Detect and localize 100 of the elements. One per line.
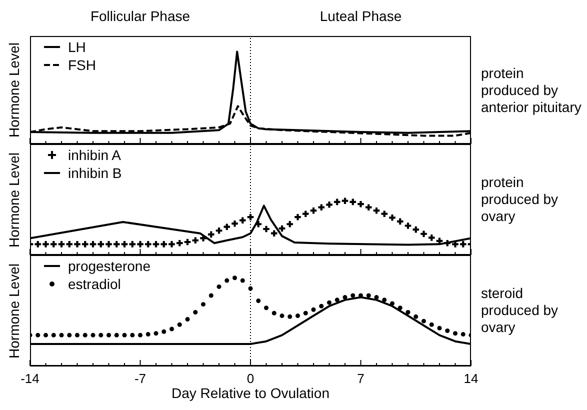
point <box>74 241 80 248</box>
point <box>216 284 222 289</box>
point <box>272 310 276 316</box>
point <box>398 306 402 310</box>
point <box>232 220 238 227</box>
text: steroid produced by ovary <box>481 285 558 336</box>
point <box>42 241 49 248</box>
legend-label: LH <box>68 38 86 56</box>
point <box>59 332 64 338</box>
point <box>224 224 230 230</box>
point <box>36 332 40 338</box>
point <box>106 332 112 338</box>
point <box>421 318 426 324</box>
point <box>177 322 182 327</box>
point <box>66 241 73 248</box>
point <box>247 214 254 220</box>
point <box>160 241 168 248</box>
point <box>382 298 387 302</box>
text: Luteal Phase <box>320 8 402 24</box>
point <box>200 302 206 307</box>
y-axis-title: Hormone Level <box>6 42 22 138</box>
point <box>90 332 96 338</box>
y-axis-title: Hormone Level <box>6 263 22 358</box>
point <box>460 332 466 337</box>
point <box>168 241 175 248</box>
point <box>445 328 450 334</box>
point <box>270 230 278 236</box>
point <box>184 238 191 246</box>
point <box>365 204 372 210</box>
point <box>256 298 261 304</box>
point <box>373 207 380 214</box>
point <box>122 332 127 338</box>
point <box>138 332 143 338</box>
point <box>406 310 410 315</box>
point <box>255 220 262 228</box>
text: protein produced by anterior pituitary <box>481 64 582 116</box>
point <box>121 241 128 248</box>
point <box>326 300 332 305</box>
point <box>412 226 420 233</box>
point <box>98 332 104 338</box>
point <box>318 204 325 210</box>
text: protein produced by ovary <box>481 174 558 225</box>
point <box>169 326 174 332</box>
point <box>248 286 253 291</box>
point <box>51 332 56 338</box>
point <box>208 293 214 298</box>
point <box>43 332 48 338</box>
point <box>263 226 270 232</box>
point <box>34 241 42 248</box>
point <box>350 293 356 298</box>
point <box>334 198 340 206</box>
x-tick-label: 7 <box>357 371 364 386</box>
point <box>144 241 152 248</box>
point <box>146 332 150 337</box>
point <box>396 218 404 225</box>
point <box>208 231 214 238</box>
point <box>420 230 427 238</box>
legend-label: FSH <box>68 56 96 74</box>
point <box>381 210 388 217</box>
y-axis-title: Hormone Level <box>6 152 22 247</box>
x-tick-label: 0 <box>246 371 254 386</box>
x-tick-label: -7 <box>134 371 146 386</box>
point <box>286 220 294 228</box>
point <box>436 238 443 244</box>
point <box>74 332 80 338</box>
point <box>192 237 199 244</box>
point <box>106 241 112 248</box>
point <box>240 278 245 283</box>
point <box>113 241 120 248</box>
point <box>154 331 158 336</box>
x-axis-title: Day Relative to Ovulation <box>172 385 330 401</box>
point <box>67 332 72 338</box>
point <box>460 241 466 248</box>
point <box>444 240 451 246</box>
point <box>280 314 284 318</box>
point <box>342 198 348 204</box>
point <box>404 222 412 229</box>
x-tick-label: 14 <box>464 371 478 386</box>
point <box>278 225 286 232</box>
point <box>294 214 301 220</box>
point <box>129 241 136 248</box>
point <box>326 202 332 208</box>
point <box>374 295 379 300</box>
point <box>264 306 269 310</box>
text: Follicular Phase <box>90 8 190 24</box>
point <box>390 301 395 306</box>
point <box>90 241 96 248</box>
point <box>366 293 371 298</box>
point <box>334 298 340 302</box>
point <box>114 332 119 338</box>
point <box>58 241 65 248</box>
point <box>98 241 104 248</box>
point <box>429 322 434 327</box>
point <box>295 314 300 318</box>
point <box>452 331 458 336</box>
point <box>176 240 183 246</box>
point <box>350 198 356 206</box>
point <box>216 227 222 234</box>
x-tick-label: -14 <box>20 371 40 386</box>
point <box>193 310 198 315</box>
